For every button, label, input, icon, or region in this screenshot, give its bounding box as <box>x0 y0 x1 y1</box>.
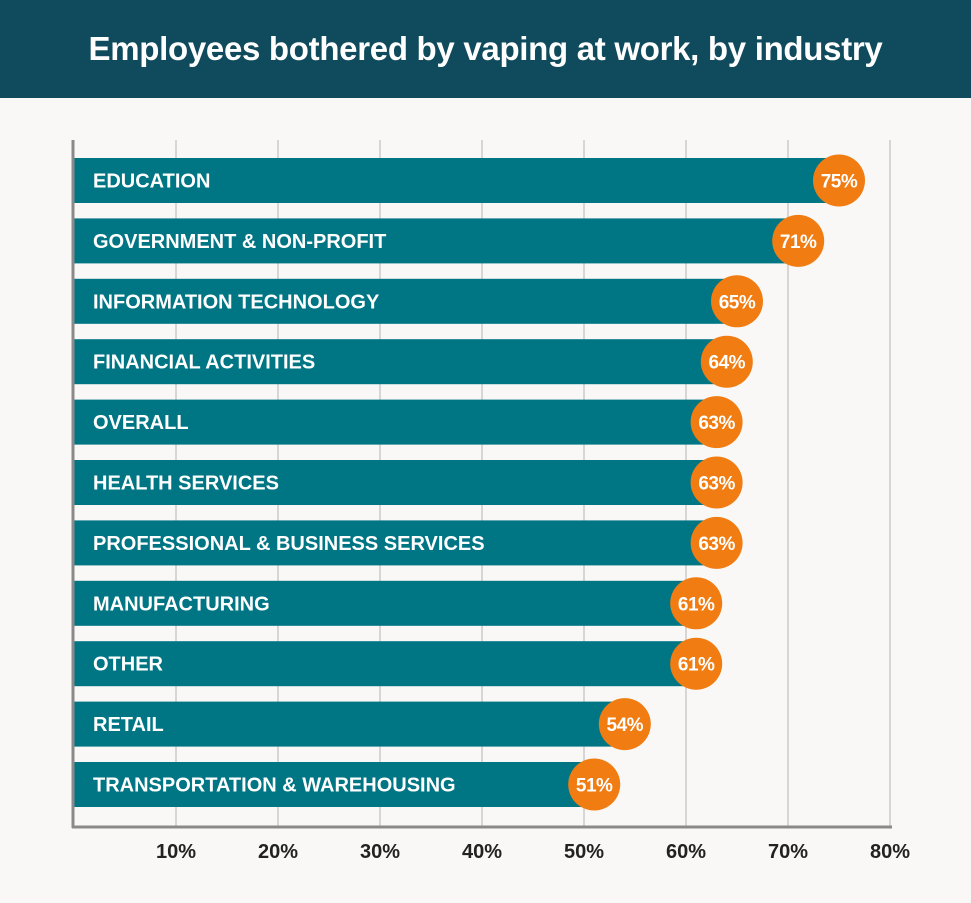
bar-group: MANUFACTURING 61% <box>74 577 723 630</box>
bar-value-label: 61% <box>678 594 715 615</box>
bar-group: FINANCIAL ACTIVITIES 64% <box>74 335 753 388</box>
bar-value-label: 54% <box>607 715 644 736</box>
bar <box>74 762 595 807</box>
value-badge <box>568 758 621 811</box>
value-badge <box>711 275 763 328</box>
bar-value-label: 71% <box>780 232 817 253</box>
axes <box>71 140 892 829</box>
value-badge <box>670 637 723 690</box>
value-badge <box>772 214 825 267</box>
bar-value-label: 61% <box>678 655 715 676</box>
bar-group: RETAIL 54% <box>74 698 651 751</box>
bar <box>74 460 717 505</box>
value-badge <box>700 335 753 388</box>
value-badge <box>670 577 723 630</box>
bar-group: INFORMATION TECHNOLOGY 65% <box>74 275 763 328</box>
page-title: Employees bothered by vaping at work, by… <box>88 30 883 67</box>
bar-group: HEALTH SERVICES 63% <box>74 456 743 509</box>
x-tick-label: 40% <box>462 841 502 863</box>
bar-category-label: TRANSPORTATION & WAREHOUSING <box>93 775 456 797</box>
bar-value-label: 65% <box>719 292 756 313</box>
bar-category-label: OTHER <box>93 654 164 676</box>
bar <box>74 520 717 566</box>
bar-group: OTHER 61% <box>74 637 723 690</box>
bar <box>74 580 697 626</box>
bar <box>74 339 727 385</box>
bar-value-label: 51% <box>576 776 613 797</box>
bar <box>74 158 839 203</box>
bar-group: EDUCATION 75% <box>74 154 865 207</box>
header-banner: Employees bothered by vaping at work, by… <box>0 0 971 98</box>
bar-category-label: INFORMATION TECHNOLOGY <box>93 291 380 313</box>
x-tick-label: 60% <box>666 841 706 863</box>
bars: EDUCATION 75% GOVERNMENT & NON-PROFIT 71% IN… <box>74 154 865 811</box>
bar-value-label: 63% <box>698 413 735 434</box>
bar <box>74 278 737 324</box>
bar-group: PROFESSIONAL & BUSINESS SERVICES 63% <box>74 516 743 569</box>
bar-group: OVERALL 63% <box>74 396 743 449</box>
value-badge <box>690 516 743 569</box>
bar-category-label: MANUFACTURING <box>93 593 270 615</box>
value-badge <box>813 154 865 207</box>
x-tick-label: 10% <box>156 841 196 863</box>
bar-category-label: RETAIL <box>93 714 164 736</box>
bar-group: TRANSPORTATION & WAREHOUSING 51% <box>74 758 621 811</box>
x-tick-label: 30% <box>360 841 400 863</box>
x-tick-label: 70% <box>768 841 808 863</box>
value-badge <box>690 396 743 449</box>
bar-value-label: 75% <box>821 172 858 193</box>
bar-category-label: GOVERNMENT & NON-PROFIT <box>93 231 386 253</box>
bar-category-label: EDUCATION <box>93 171 210 193</box>
bar-category-label: HEALTH SERVICES <box>93 473 279 495</box>
bar-chart: EDUCATION 75% GOVERNMENT & NON-PROFIT 71% IN… <box>71 140 910 863</box>
bar-value-label: 63% <box>698 474 735 495</box>
x-tick-labels: 10% 20% 30% 40% 50% 60% 70% 80% <box>156 841 910 863</box>
bar <box>74 399 717 445</box>
bar-value-label: 63% <box>698 534 735 555</box>
bar-category-label: OVERALL <box>93 412 189 434</box>
bar-value-label: 64% <box>709 353 746 374</box>
value-badge <box>598 698 651 751</box>
x-tick-label: 80% <box>870 841 910 863</box>
x-tick-label: 50% <box>564 841 604 863</box>
x-tick-label: 20% <box>258 841 298 863</box>
value-badge <box>690 456 743 509</box>
bar-category-label: PROFESSIONAL & BUSINESS SERVICES <box>93 533 485 555</box>
bar <box>74 701 625 747</box>
bar <box>74 641 697 687</box>
bar <box>74 218 799 264</box>
bar-group: GOVERNMENT & NON-PROFIT 71% <box>74 214 825 267</box>
bar-category-label: FINANCIAL ACTIVITIES <box>93 352 315 374</box>
